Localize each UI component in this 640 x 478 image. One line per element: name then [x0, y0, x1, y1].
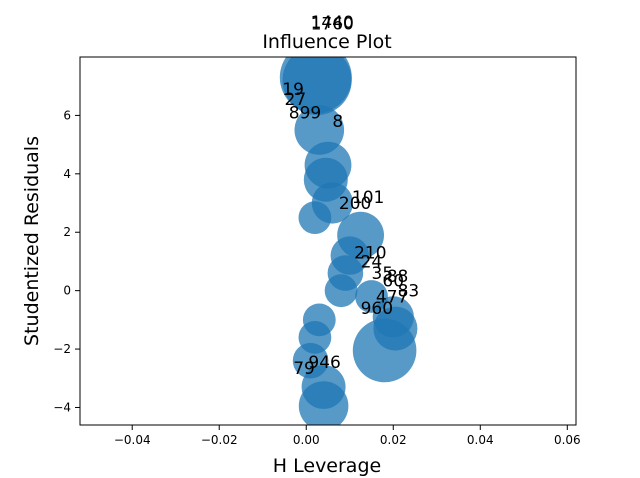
- chart-title: Influence Plot: [262, 31, 391, 53]
- x-tick-label: 0.04: [467, 433, 494, 447]
- y-tick-label: 4: [63, 167, 71, 181]
- x-axis-label: H Leverage: [273, 455, 381, 477]
- point-annotation: 101: [352, 188, 384, 208]
- point-annotation: 27: [285, 90, 307, 110]
- point-annotation: 79: [293, 359, 315, 379]
- point-annotation: 210: [354, 244, 386, 264]
- point-annotation: 60: [382, 271, 404, 291]
- point-annotation: 8: [332, 112, 343, 132]
- y-tick-label: 0: [63, 284, 71, 298]
- x-axis-ticks: −0.04 −0.02 0.00 0.02 0.04 0.06: [114, 425, 581, 447]
- y-axis-label: Studentized Residuals: [21, 136, 43, 346]
- point-annotation: 477: [376, 287, 408, 307]
- data-point: [298, 381, 349, 425]
- y-axis-ticks: −4 −2 0 2 4 6: [53, 108, 80, 414]
- point-annotation: 83: [398, 282, 420, 302]
- y-tick-label: 2: [63, 225, 71, 239]
- data-point: [302, 303, 336, 337]
- y-tick-label: −2: [53, 342, 71, 356]
- bubbles-layer: [279, 57, 418, 425]
- point-annotation: 1760: [311, 14, 354, 34]
- point-annotation: 19: [282, 80, 304, 100]
- point-annotation: 24: [361, 252, 383, 272]
- x-tick-label: 0.02: [380, 433, 407, 447]
- point-annotation: 960: [361, 299, 393, 319]
- point-annotation: 35: [372, 264, 394, 284]
- point-annotation: 200: [339, 194, 371, 214]
- y-tick-label: −4: [53, 400, 71, 414]
- data-point: [298, 201, 332, 235]
- data-point: [282, 57, 352, 115]
- y-tick-label: 6: [63, 108, 71, 122]
- x-tick-label: −0.04: [114, 433, 151, 447]
- point-annotation: 899: [289, 103, 321, 123]
- x-tick-label: 0.00: [293, 433, 320, 447]
- point-annotation: 946: [308, 353, 340, 373]
- data-point: [324, 274, 358, 308]
- x-tick-label: 0.06: [554, 433, 581, 447]
- data-point: [352, 318, 417, 383]
- axes-frame: [79, 56, 577, 426]
- point-annotation: 1440: [311, 13, 354, 33]
- point-annotation: 88: [387, 267, 409, 287]
- x-tick-label: −0.02: [201, 433, 238, 447]
